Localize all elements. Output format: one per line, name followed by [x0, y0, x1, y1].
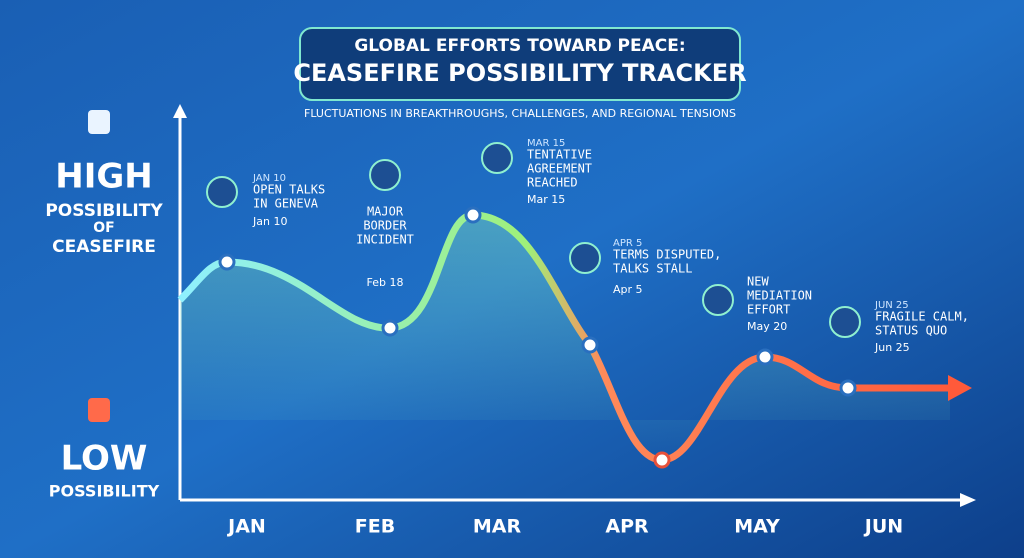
- banner: [299, 27, 741, 101]
- event-icon: [481, 142, 513, 174]
- month-label: MAY: [734, 516, 780, 538]
- event-point: [581, 336, 599, 354]
- event-point: [464, 206, 482, 224]
- month-label: JUN: [863, 516, 903, 538]
- event-text: EFFORT: [747, 303, 790, 317]
- event-text: REACHED: [527, 176, 578, 190]
- event-date: Feb 18: [367, 276, 404, 289]
- y-high-label: HIGH: [55, 157, 152, 197]
- subtitle: FLUCTUATIONS IN BREAKTHROUGHS, CHALLENGE…: [304, 107, 736, 120]
- event-heading: APR 5: [613, 238, 642, 249]
- event-icon: [569, 242, 601, 274]
- event-icon: [369, 159, 401, 191]
- event-point: [381, 319, 399, 337]
- event-text: STATUS QUO: [875, 324, 947, 338]
- event-point: [756, 348, 774, 366]
- month-label: MAR: [473, 516, 522, 538]
- event-heading: JUN 25: [874, 300, 909, 311]
- event-text: MEDIATION: [747, 289, 812, 303]
- event-heading: MAR 15: [527, 138, 565, 149]
- banner-text: CEASEFIRE POSSIBILITY TRACKER: [293, 59, 746, 87]
- y-low-label: POSSIBILITY: [49, 482, 160, 501]
- event-point: [218, 253, 236, 271]
- event-date: Jun 25: [874, 341, 910, 354]
- event-text: INCIDENT: [356, 233, 414, 247]
- month-label: APR: [605, 516, 649, 538]
- thumb-up-icon: [88, 110, 110, 134]
- event-date: May 20: [747, 320, 787, 333]
- event-text: AGREEMENT: [527, 162, 592, 176]
- event-text: IN GENEVA: [253, 197, 319, 211]
- event-text: FRAGILE CALM,: [875, 310, 969, 324]
- event-date: Mar 15: [527, 193, 565, 206]
- event-heading: JAN 10: [252, 173, 286, 184]
- event-icon: [829, 306, 861, 338]
- event-text: TALKS STALL: [613, 262, 692, 276]
- event-text: MAJOR: [367, 205, 404, 219]
- y-high-label: POSSIBILITY: [45, 201, 163, 221]
- trend-arrow: [948, 375, 972, 401]
- event-text: NEW: [747, 275, 769, 289]
- event-icon: [702, 284, 734, 316]
- month-label: FEB: [355, 516, 395, 538]
- x-arrow: [960, 493, 976, 507]
- event-text: TENTATIVE: [527, 148, 592, 162]
- title: GLOBAL EFFORTS TOWARD PEACE:: [354, 36, 685, 56]
- thumb-down-icon: [88, 398, 110, 422]
- trend-line: [177, 211, 950, 464]
- curve-area: [180, 215, 950, 460]
- event-date: Apr 5: [613, 283, 643, 296]
- event-icon: [206, 176, 238, 208]
- event-text: TERMS DISPUTED,: [613, 248, 721, 262]
- event-point: [839, 379, 857, 397]
- y-high-label: OF: [93, 220, 114, 236]
- month-label: JAN: [226, 516, 266, 538]
- event-date: Jan 10: [252, 215, 287, 228]
- y-arrow: [173, 104, 187, 118]
- event-text: BORDER: [363, 219, 407, 233]
- event-text: OPEN TALKS: [253, 183, 325, 197]
- y-low-label: LOW: [61, 439, 148, 479]
- y-high-label: CEASEFIRE: [52, 237, 156, 257]
- event-point: [653, 451, 671, 469]
